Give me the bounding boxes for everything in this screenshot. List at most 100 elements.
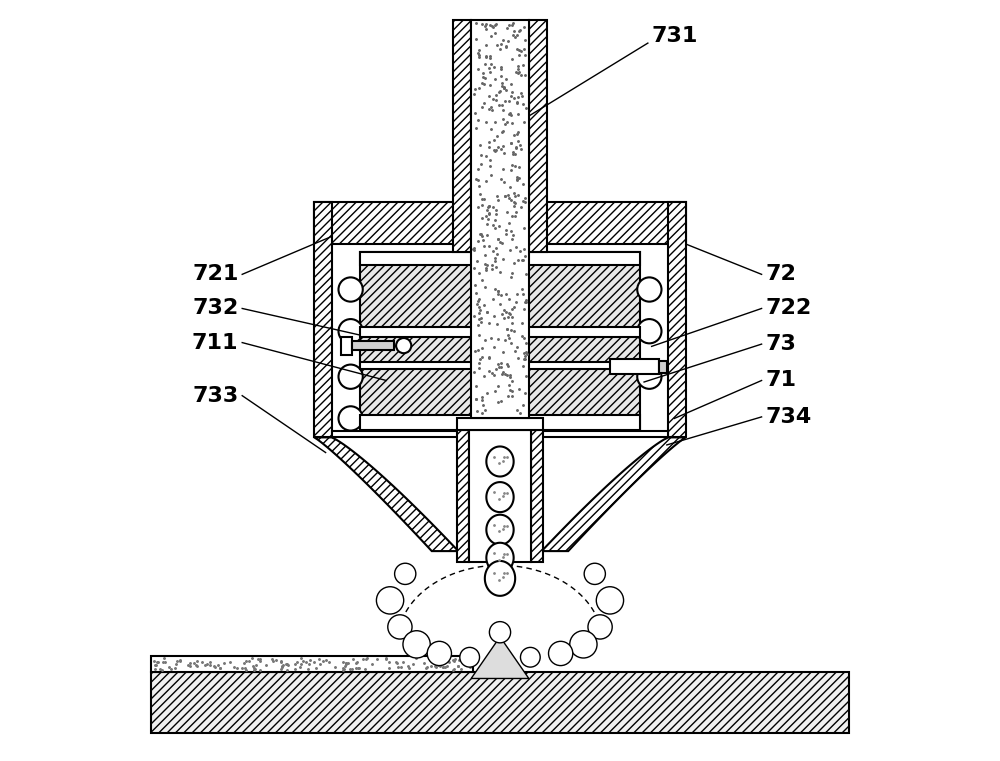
Point — [477, 258, 493, 270]
Circle shape — [338, 319, 363, 343]
Bar — [151, 673, 849, 733]
Point — [364, 658, 380, 670]
Point — [487, 256, 503, 268]
Point — [512, 139, 528, 151]
Point — [496, 147, 512, 159]
Point — [210, 659, 226, 671]
Point — [466, 242, 482, 254]
Point — [494, 368, 510, 380]
Point — [441, 656, 457, 668]
Point — [478, 18, 494, 30]
Text: 711: 711 — [192, 333, 238, 352]
Point — [456, 654, 472, 667]
Point — [478, 116, 494, 129]
Point — [494, 77, 510, 89]
Polygon shape — [486, 514, 514, 545]
Point — [466, 244, 482, 256]
Point — [473, 158, 489, 170]
Point — [246, 664, 262, 676]
Point — [474, 100, 490, 113]
Point — [212, 662, 228, 674]
Point — [390, 661, 406, 673]
Point — [496, 81, 512, 93]
Point — [478, 210, 494, 222]
Point — [481, 352, 497, 365]
Point — [501, 293, 517, 305]
Point — [189, 660, 205, 672]
Point — [483, 169, 499, 181]
Point — [405, 658, 421, 670]
Point — [476, 97, 492, 110]
Point — [435, 661, 451, 673]
Point — [510, 253, 526, 266]
Point — [167, 662, 183, 674]
Point — [207, 661, 223, 673]
Point — [475, 399, 491, 411]
Point — [302, 654, 318, 666]
Point — [479, 218, 495, 230]
Point — [490, 285, 506, 297]
Point — [490, 233, 506, 245]
Point — [479, 260, 495, 272]
Point — [469, 298, 485, 310]
Point — [501, 332, 517, 344]
Point — [503, 136, 519, 148]
Point — [479, 229, 495, 241]
Point — [496, 567, 512, 579]
Point — [507, 189, 523, 202]
Point — [492, 43, 508, 56]
Point — [473, 312, 489, 324]
Point — [486, 144, 502, 156]
Point — [473, 228, 489, 240]
Point — [493, 142, 509, 154]
Point — [475, 67, 491, 79]
Point — [504, 210, 520, 222]
Point — [241, 655, 257, 667]
Point — [507, 210, 523, 222]
Point — [234, 662, 250, 674]
Point — [508, 241, 524, 253]
Point — [486, 62, 502, 74]
Point — [496, 548, 512, 560]
Point — [501, 307, 517, 319]
Point — [477, 72, 493, 84]
Point — [485, 245, 501, 257]
Point — [432, 660, 448, 672]
Point — [506, 129, 522, 141]
Point — [482, 78, 498, 91]
Point — [479, 306, 495, 318]
Point — [506, 325, 522, 337]
Point — [509, 43, 525, 56]
Point — [501, 94, 517, 107]
Point — [485, 218, 501, 231]
Point — [247, 663, 263, 675]
Point — [186, 657, 202, 669]
Point — [507, 148, 523, 160]
Point — [482, 154, 498, 166]
Point — [437, 661, 453, 673]
Point — [489, 130, 505, 142]
Point — [500, 35, 516, 47]
Point — [510, 91, 526, 103]
Point — [274, 661, 290, 673]
Point — [435, 661, 451, 673]
Point — [488, 144, 504, 156]
Point — [497, 368, 513, 380]
Point — [206, 660, 222, 672]
Point — [289, 657, 305, 669]
Point — [490, 233, 506, 245]
Point — [499, 358, 515, 370]
Point — [471, 301, 487, 313]
Point — [476, 298, 492, 310]
Point — [493, 70, 509, 82]
Point — [497, 95, 513, 107]
Point — [369, 653, 385, 665]
Point — [312, 658, 328, 670]
Point — [468, 33, 484, 45]
Point — [335, 664, 351, 676]
Point — [504, 158, 520, 170]
Point — [501, 218, 517, 230]
Point — [471, 357, 487, 369]
Point — [155, 656, 171, 668]
Point — [471, 49, 487, 61]
